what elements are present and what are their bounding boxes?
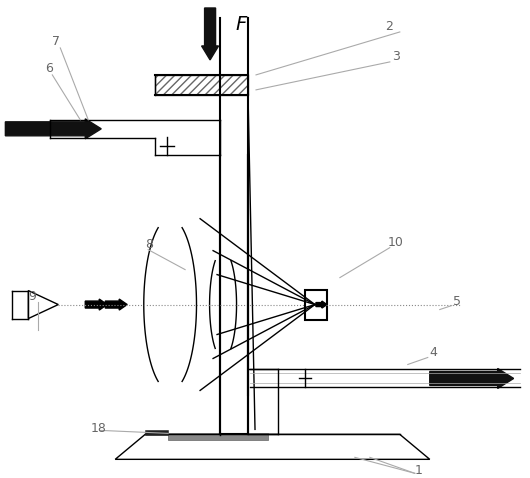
Text: 9: 9 (28, 290, 36, 303)
Text: 6: 6 (46, 62, 53, 75)
Text: 4: 4 (430, 347, 438, 359)
FancyArrow shape (201, 8, 218, 60)
Text: F: F (235, 15, 246, 34)
Text: 1: 1 (415, 464, 422, 478)
FancyArrow shape (105, 299, 127, 310)
Polygon shape (115, 435, 430, 459)
Bar (305, 290, 327, 319)
FancyArrow shape (85, 299, 107, 310)
FancyArrow shape (5, 119, 101, 139)
FancyArrow shape (430, 369, 514, 389)
Text: 5: 5 (453, 294, 461, 307)
Text: 3: 3 (392, 50, 400, 63)
Text: 7: 7 (52, 35, 60, 48)
Text: 10: 10 (388, 236, 404, 249)
FancyArrow shape (316, 301, 327, 308)
Bar (168, 434, 268, 440)
Text: 2: 2 (385, 20, 393, 33)
Text: 8: 8 (145, 238, 153, 250)
Polygon shape (28, 291, 58, 318)
Bar (155, 75, 248, 95)
Text: 18: 18 (90, 423, 106, 435)
